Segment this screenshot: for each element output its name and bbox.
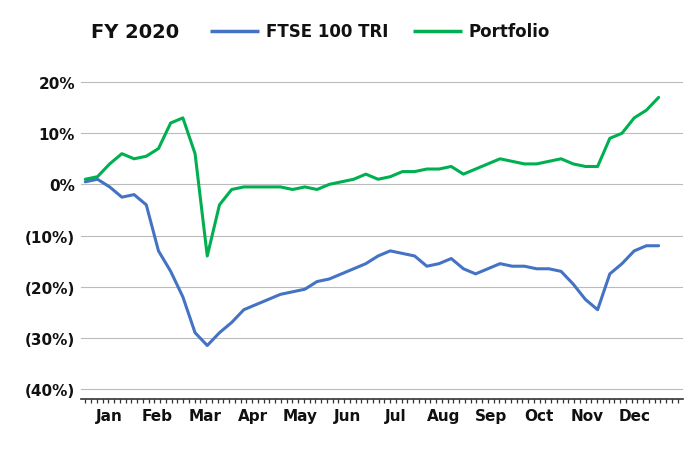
Text: Aug: Aug	[427, 409, 461, 424]
Text: Oct: Oct	[524, 409, 554, 424]
Text: Feb: Feb	[141, 409, 172, 424]
Text: Dec: Dec	[619, 409, 651, 424]
Text: Apr: Apr	[237, 409, 267, 424]
Text: Portfolio: Portfolio	[469, 23, 550, 41]
Text: FY 2020: FY 2020	[91, 22, 179, 42]
Text: FTSE 100 TRI: FTSE 100 TRI	[266, 23, 388, 41]
Text: Jul: Jul	[385, 409, 407, 424]
Text: May: May	[283, 409, 318, 424]
Text: Mar: Mar	[188, 409, 221, 424]
Text: Jun: Jun	[335, 409, 362, 424]
Text: Sep: Sep	[475, 409, 507, 424]
Text: Jan: Jan	[96, 409, 122, 424]
Text: Nov: Nov	[570, 409, 603, 424]
